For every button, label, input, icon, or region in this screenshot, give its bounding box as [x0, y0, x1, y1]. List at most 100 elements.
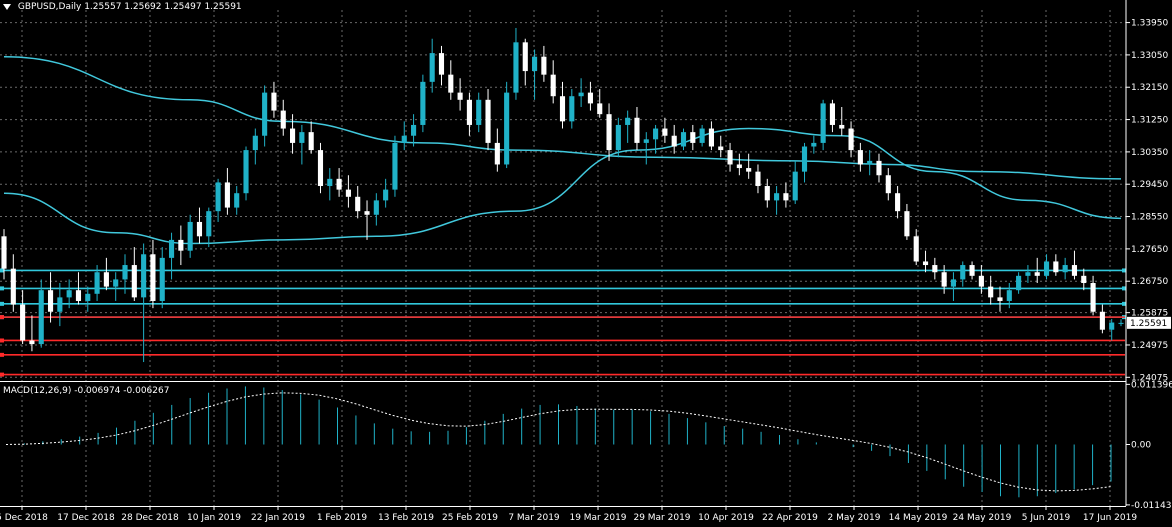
resistance-handle[interactable]	[0, 352, 4, 357]
candle-body	[1109, 322, 1115, 330]
candle-body	[429, 53, 435, 82]
candle-body	[746, 168, 752, 172]
candle	[699, 124, 705, 147]
candle	[587, 81, 593, 111]
candle-body	[373, 200, 379, 215]
candle	[634, 106, 640, 151]
candle	[113, 272, 119, 301]
macd-header: MACD(12,26,9) -0.006974 -0.006267	[3, 386, 169, 396]
candle	[420, 74, 426, 133]
support-handle[interactable]	[0, 301, 4, 306]
candle	[476, 92, 482, 133]
y-tick-label: 1.31250	[1131, 116, 1168, 126]
candle	[224, 168, 230, 215]
support-handle[interactable]	[1122, 268, 1126, 273]
candle	[243, 146, 249, 201]
support-handle[interactable]	[0, 286, 4, 291]
candle-body	[941, 272, 947, 287]
candle	[262, 85, 268, 147]
support-handle[interactable]	[1122, 286, 1126, 291]
candle-body	[522, 42, 528, 72]
candle-body	[587, 92, 593, 104]
candle-body	[904, 211, 910, 237]
resistance-handle[interactable]	[0, 338, 4, 343]
candle	[1053, 254, 1059, 276]
candle-body	[485, 99, 491, 143]
candle	[671, 124, 677, 154]
candle-body	[513, 42, 519, 93]
candle	[569, 89, 575, 129]
candle	[532, 49, 538, 100]
candle-body	[988, 286, 994, 298]
y-tick-label: 1.33050	[1131, 51, 1168, 61]
candle-body	[103, 272, 109, 287]
candle-body	[848, 128, 854, 151]
candle	[327, 168, 333, 201]
candles	[1, 27, 1124, 363]
candle-body	[1053, 261, 1059, 273]
resistance-handle[interactable]	[0, 315, 4, 320]
current-price-label: 1.25591	[1130, 319, 1167, 329]
candle	[373, 193, 379, 226]
candle-body	[885, 175, 891, 194]
candle-body	[271, 92, 277, 111]
candle	[466, 92, 472, 136]
candle	[206, 207, 212, 248]
resistance-handle[interactable]	[0, 372, 4, 377]
candle-body	[85, 293, 91, 301]
candle-body	[634, 117, 640, 143]
candle	[978, 265, 984, 294]
candle-body	[178, 239, 184, 251]
support-handle[interactable]	[0, 268, 4, 273]
candle-body	[876, 160, 882, 176]
dropdown-triangle-icon[interactable]	[3, 3, 11, 10]
candle	[857, 142, 863, 172]
candle	[829, 99, 836, 133]
candle-body	[774, 193, 780, 201]
candle-body	[541, 56, 547, 75]
candle	[578, 78, 584, 107]
candle-body	[1090, 283, 1096, 312]
candle	[541, 45, 547, 82]
candle-body	[1, 236, 7, 269]
candle-body	[159, 257, 165, 301]
candle	[271, 81, 277, 118]
y-tick-label: 1.30350	[1131, 148, 1168, 158]
candle-body	[262, 92, 268, 136]
candle-body	[1062, 265, 1068, 273]
candle	[513, 27, 519, 100]
candle	[848, 121, 854, 158]
candle	[20, 290, 26, 345]
y-tick-label: 1.28550	[1131, 213, 1168, 223]
y-tick-label: 1.32150	[1131, 83, 1168, 93]
candle	[643, 132, 649, 165]
candle	[922, 250, 929, 273]
candle	[159, 247, 165, 309]
support-handle[interactable]	[1122, 301, 1126, 306]
x-tick-label: 22 Apr 2019	[762, 513, 818, 523]
candle-body	[355, 196, 361, 212]
candle-body	[280, 110, 286, 129]
candle	[653, 124, 659, 154]
candle-body	[867, 160, 873, 165]
candle-body	[364, 211, 370, 215]
chart-header: GBPUSD,Daily 1.25557 1.25692 1.25497 1.2…	[3, 2, 242, 12]
candle-body	[168, 239, 175, 258]
x-tick-label: 5 Jun 2019	[1022, 513, 1071, 523]
candle	[774, 186, 780, 215]
candle	[308, 121, 314, 154]
y-tick-label: 1.24075	[1131, 373, 1168, 383]
candle-body	[392, 142, 398, 190]
candle	[597, 89, 603, 118]
candle-body	[243, 150, 249, 194]
candle-body	[215, 182, 221, 212]
candle	[457, 78, 463, 111]
candle-body	[457, 92, 463, 100]
candle	[494, 128, 500, 172]
candle-body	[969, 265, 975, 276]
candle	[75, 272, 82, 305]
macd-panel	[5, 386, 1112, 498]
candle	[1109, 318, 1115, 341]
x-tick-label: 10 Jan 2019	[187, 513, 241, 523]
candle	[1034, 257, 1040, 284]
